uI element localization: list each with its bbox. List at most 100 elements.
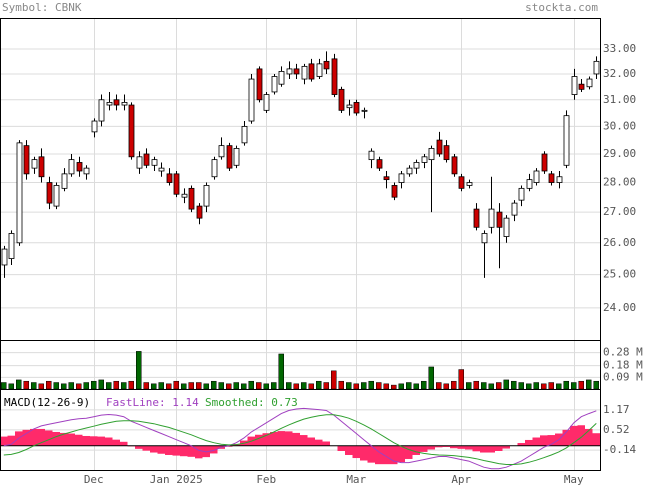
macd-histogram-bar — [450, 445, 458, 449]
candle-body — [188, 187, 195, 210]
candle-body — [181, 193, 188, 198]
volume-bar — [586, 379, 592, 390]
candle-body — [308, 63, 315, 80]
candle-body — [473, 208, 480, 228]
macd-panel-frame — [0, 389, 601, 471]
macd-histogram-bar — [315, 439, 323, 446]
candle-body — [443, 145, 450, 161]
candle-body — [578, 83, 585, 90]
candle-body — [286, 68, 293, 75]
macd-histogram-bar — [495, 445, 503, 451]
volume-bar — [578, 380, 584, 390]
candle-body — [428, 148, 435, 161]
volume-bar — [98, 379, 104, 390]
plot-layer: Dec Jan 2025 Feb Mar Apr May 24.00 25.00 26.00 27… — [0, 18, 643, 486]
candle-body — [593, 60, 600, 75]
macd-histogram-bar — [577, 425, 585, 446]
volume-bar — [593, 380, 599, 390]
candle-body — [436, 139, 443, 155]
candle-body — [173, 173, 180, 195]
candle-body — [391, 185, 398, 198]
candle-body — [53, 185, 60, 207]
macd-histogram-bar — [90, 436, 98, 446]
volume-bar — [23, 380, 29, 390]
volume-bar — [53, 382, 59, 390]
volume-bar — [533, 382, 539, 390]
candle-body — [241, 126, 248, 144]
macd-histogram-bar — [585, 428, 593, 446]
candle-body — [293, 68, 300, 75]
volume-bar — [473, 380, 479, 390]
volume-bar — [91, 380, 97, 390]
volume-bar — [233, 382, 239, 390]
y-tick-label: 33.00 — [603, 42, 636, 55]
candle-body — [451, 156, 458, 175]
source-label: stockta.com — [525, 1, 598, 14]
candle-body — [158, 167, 165, 172]
volume-bar — [218, 382, 224, 390]
macd-histogram-bar — [517, 443, 525, 446]
candle-body — [278, 71, 285, 85]
volume-bar — [181, 383, 187, 390]
candle-body — [46, 182, 53, 204]
x-tick-label: May — [564, 473, 584, 486]
macd-histogram-bar — [337, 445, 345, 451]
candle-body — [218, 145, 225, 158]
candle-body — [331, 58, 338, 95]
candle-body — [31, 159, 38, 169]
volume-bar — [563, 380, 569, 390]
macd-histogram-bar — [135, 445, 143, 449]
volume-bar — [256, 382, 262, 390]
candle-body — [16, 142, 23, 244]
volume-bar — [61, 383, 67, 390]
candle-body — [271, 76, 278, 93]
candle-body — [256, 68, 263, 101]
y-tick-label: 24.00 — [603, 301, 636, 314]
volume-bar — [428, 366, 434, 390]
volume-bar — [346, 382, 352, 390]
macd-histogram-bar — [210, 445, 218, 454]
macd-histogram-bar — [480, 445, 488, 453]
volume-bar — [128, 380, 134, 390]
macd-histogram-bar — [570, 425, 578, 446]
candle-body — [353, 102, 360, 114]
volume-bar — [571, 382, 577, 390]
candle-body — [128, 104, 135, 158]
x-tick-label: Jan 2025 — [150, 473, 203, 486]
macd-histogram-bar — [412, 445, 420, 455]
macd-histogram-bar — [270, 431, 278, 446]
candle-body — [503, 217, 510, 237]
candle-body — [263, 94, 270, 111]
candle-body — [23, 145, 30, 175]
candle-body — [421, 156, 428, 163]
volume-bar — [391, 384, 397, 390]
macd-histogram-bar — [487, 445, 495, 453]
macd-histogram-bar — [525, 439, 533, 446]
macd-histogram-bar — [22, 429, 30, 446]
y-tick-label: -0.14 — [603, 443, 636, 456]
macd-histogram-bar — [420, 445, 428, 452]
macd-histogram-bar — [52, 431, 60, 446]
volume-bar — [338, 380, 344, 390]
macd-histogram-bar — [345, 445, 353, 455]
macd-histogram-bar — [472, 445, 480, 452]
volume-bar — [541, 383, 547, 390]
macd-histogram-bar — [82, 435, 90, 446]
macd-histogram-bar — [352, 445, 360, 459]
volume-bar — [436, 382, 442, 390]
candle-body — [323, 60, 330, 70]
volume-bar — [278, 353, 284, 390]
volume-bar — [413, 383, 419, 390]
macd-histogram-bar — [465, 445, 473, 450]
macd-histogram-bar — [0, 436, 8, 446]
candle-body — [226, 145, 233, 169]
macd-histogram-bar — [262, 433, 270, 446]
macd-line — [3, 414, 597, 465]
volume-bar — [398, 383, 404, 390]
volume-bar — [76, 383, 82, 390]
volume-bar — [383, 383, 389, 390]
candle-body — [466, 182, 473, 186]
candle-body — [121, 102, 128, 106]
candle-body — [413, 162, 420, 169]
volume-bar — [368, 380, 374, 390]
